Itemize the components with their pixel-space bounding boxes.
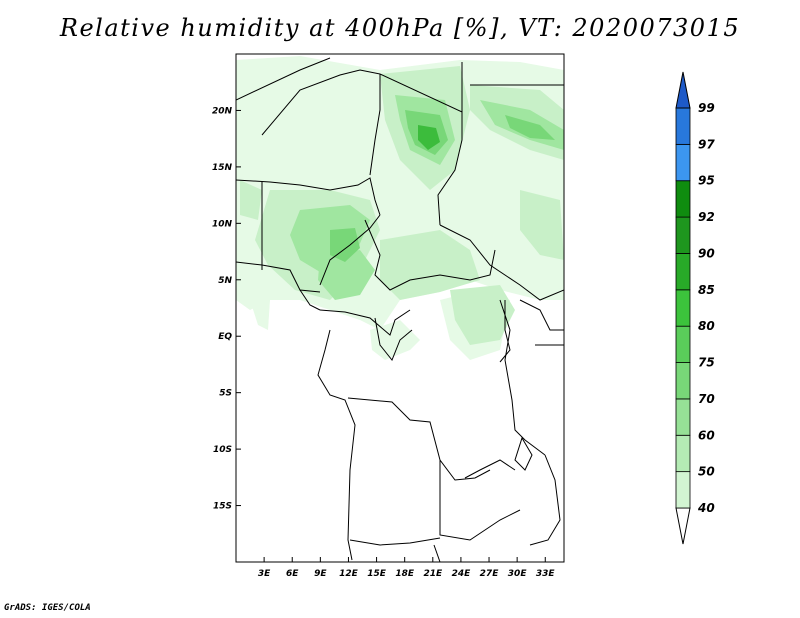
- latitude-axis: 20N 15N 10N 5N EQ 5S 10S 15S: [212, 106, 241, 512]
- colorbar-label: 92: [698, 210, 715, 224]
- colorbar-label: 99: [698, 101, 715, 115]
- lon-tick-label: 30E: [508, 569, 528, 579]
- lat-tick-label: 10S: [213, 445, 232, 455]
- lon-tick-label: 6E: [286, 569, 299, 579]
- lon-tick-label: 3E: [258, 569, 271, 579]
- lat-tick-label: 15S: [213, 502, 232, 512]
- lon-tick-label: 12E: [339, 569, 359, 579]
- colorbar-label: 50: [698, 465, 715, 479]
- longitude-axis: 3E 6E 9E 12E 15E 18E 21E 24E 27E 30E 33E: [258, 557, 556, 579]
- colorbar-segment: [675, 398, 691, 436]
- map-title: Relative humidity at 400hPa [%], VT: 202…: [59, 14, 741, 42]
- colorbar-lower-arrow: [675, 507, 691, 545]
- colorbar-segment: [675, 180, 691, 218]
- lat-tick-label: 5N: [218, 276, 232, 286]
- colorbar-label: 85: [698, 283, 715, 297]
- colorbar-label: 60: [698, 428, 715, 442]
- colorbar-label: 80: [698, 319, 715, 333]
- colorbar-segment: [675, 143, 691, 182]
- lon-tick-label: 15E: [367, 569, 387, 579]
- lon-tick-label: 27E: [480, 569, 500, 579]
- map-frame: [235, 53, 565, 563]
- colorbar-label: 70: [698, 392, 715, 406]
- lat-tick-label: 20N: [212, 106, 233, 116]
- colorbar-label: 40: [697, 501, 715, 515]
- humidity-field: [236, 56, 564, 360]
- lon-tick-label: 21E: [423, 569, 443, 579]
- lon-tick-label: 33E: [536, 569, 556, 579]
- lat-tick-label: EQ: [218, 332, 232, 342]
- lon-tick-label: 24E: [452, 569, 472, 579]
- lat-tick-label: 15N: [212, 163, 233, 173]
- colorbar-segment: [675, 471, 691, 509]
- colorbar-segment: [675, 289, 691, 327]
- colorbar-label: 97: [698, 137, 715, 151]
- colorbar-label: 95: [698, 174, 715, 188]
- humidity-band-85: [418, 125, 440, 150]
- colorbar-segment: [675, 362, 691, 400]
- colorbar: 40 50 60 70 75 80 85 90 92 95 97 99: [675, 71, 715, 545]
- grads-credit: GrADS: IGES/COLA: [4, 603, 91, 613]
- colorbar-segment: [675, 107, 691, 145]
- lat-tick-label: 5S: [219, 389, 232, 399]
- lon-tick-label: 18E: [395, 569, 415, 579]
- colorbar-upper-arrow: [675, 71, 691, 109]
- colorbar-label: 90: [698, 246, 715, 260]
- colorbar-segment: [675, 253, 691, 291]
- colorbar-segment: [675, 434, 691, 473]
- country-borders: [236, 57, 564, 562]
- lat-tick-label: 10N: [212, 219, 233, 229]
- colorbar-segment: [675, 325, 691, 363]
- colorbar-segment: [675, 216, 691, 254]
- lon-tick-label: 9E: [314, 569, 327, 579]
- colorbar-label: 75: [698, 356, 715, 370]
